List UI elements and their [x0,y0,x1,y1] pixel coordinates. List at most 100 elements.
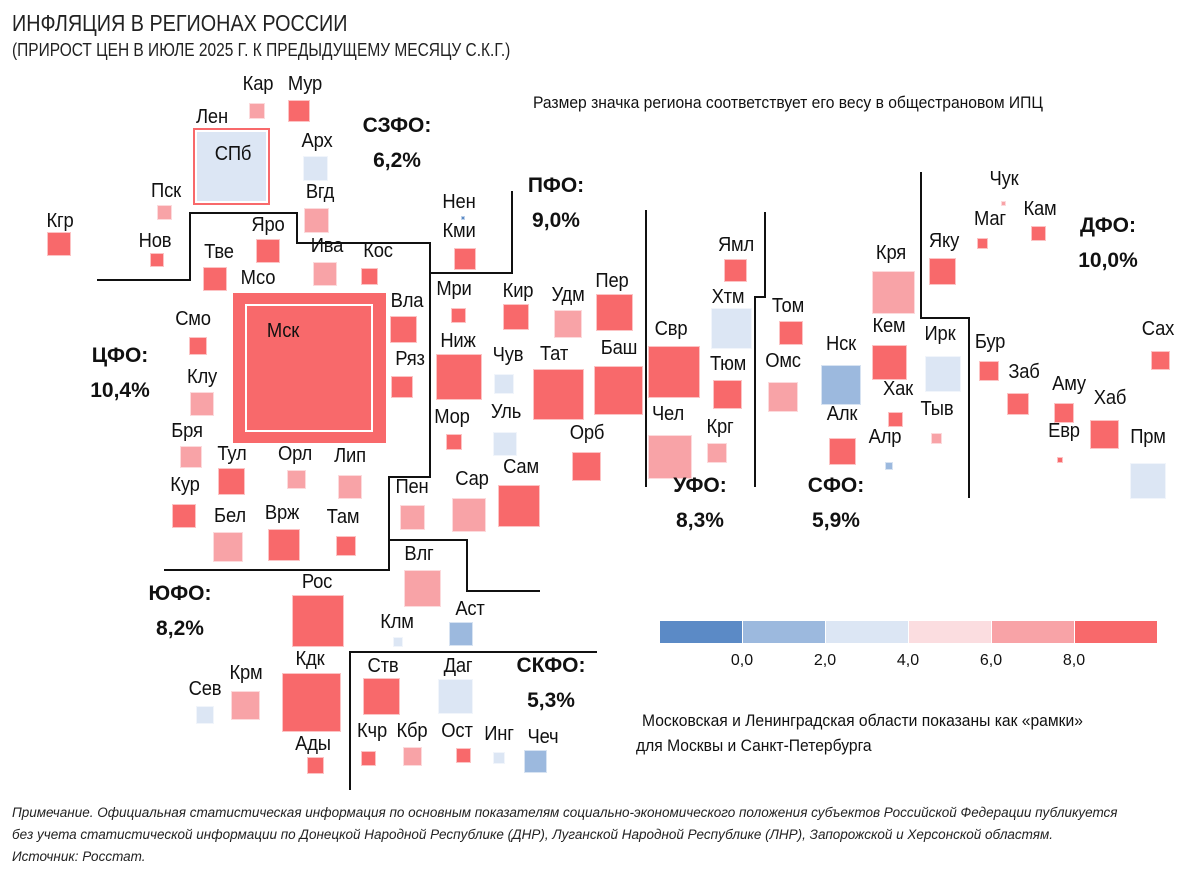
region-marker [403,747,422,766]
region-label: Нск [826,333,856,355]
legend-swatch [826,621,908,643]
region-label: Кам [1023,198,1057,220]
legend-swatch [909,621,991,643]
legend-tick: 0,0 [730,652,754,669]
region-marker [391,376,413,398]
region-marker [338,475,362,499]
region-marker [554,310,582,338]
legend-swatch [1075,621,1157,643]
region-label: Пер [595,270,629,292]
region-label: Тюм [709,353,747,375]
region-marker [711,308,752,349]
region-label: Мор [434,406,470,428]
region-marker [393,637,403,647]
region-marker [1090,420,1119,449]
region-label: Кос [363,240,393,262]
region-marker [180,446,202,468]
region-marker [1057,457,1063,463]
district-value: 10,0% [1078,249,1138,272]
district-name: СЗФО: [362,114,432,137]
region-label: Алр [868,426,902,448]
region-marker [47,232,71,256]
region-marker [361,268,378,285]
region-marker [821,365,861,405]
region-label: Арх [301,130,333,152]
legend-swatch [992,621,1074,643]
region-marker [596,294,633,331]
region-label: Тул [217,443,247,465]
district-name: ЦФО: [91,344,149,367]
region-marker [1130,463,1166,499]
region-marker [498,485,540,527]
region-marker [872,345,907,380]
district-value: 6,2% [373,149,421,172]
region-label: Яку [928,230,960,252]
region-label: Кдк [295,648,325,670]
district-value: 10,4% [90,379,150,402]
district-2: ЦФО: 10,4% [90,338,150,408]
district-1: ПФО: 9,0% [528,168,584,238]
region-marker [594,366,643,415]
region-marker [451,308,466,323]
region-label: Сам [503,456,539,478]
region-marker [1001,201,1006,206]
region-marker [249,103,265,119]
region-label: Кем [872,315,906,337]
legend-swatch [743,621,825,643]
region-marker [724,259,747,282]
region-marker [449,622,473,646]
district-value: 5,3% [527,689,575,712]
region-label: Кур [170,474,200,496]
region-marker [779,321,803,345]
region-label: Яро [251,214,285,236]
region-marker [872,271,915,314]
region-label: Сев [188,678,222,700]
region-label: Хаб [1093,387,1127,409]
region-label: Том [771,295,805,317]
region-label: Ниж [440,330,476,352]
legend-tick: 8,0 [1062,652,1086,669]
region-label: Чеч [527,726,559,748]
region-marker [189,337,207,355]
region-marker [503,304,529,330]
region-marker [456,748,471,763]
region-marker [256,239,280,263]
chart-subtitle: (ПРИРОСТ ЦЕН В ИЮЛЕ 2025 Г. К ПРЕДЫДУЩЕМ… [12,40,511,60]
region-label: Рос [301,571,333,593]
region-label: Нов [138,230,172,252]
region-marker [979,361,999,381]
region-marker [454,248,476,270]
region-label: Ямл [717,234,755,256]
region-marker [1031,226,1046,241]
region-label: Смо [175,308,211,330]
district-value: 9,0% [532,209,580,232]
chart-title: ИНФЛЯЦИЯ В РЕГИОНАХ РОССИИ [12,10,348,36]
boundary-sfo-dfo [920,172,970,498]
frame-inner-marker [245,304,373,432]
region-marker [452,498,486,532]
region-marker [282,673,341,732]
region-label: Там [326,506,360,528]
frame-label-inner: Мск [266,320,300,342]
region-label: Пск [151,180,181,202]
region-label: Тыв [920,398,954,420]
region-label: Чув [492,344,524,366]
region-label: Бря [171,420,203,442]
region-marker [390,316,417,343]
region-label: Ств [367,655,399,677]
region-label: Вгд [305,181,335,203]
region-label: Кир [502,280,534,302]
legend-tick: 2,0 [813,652,837,669]
region-label: Врж [264,502,300,524]
footnote: Примечание. Официальная статистическая и… [12,802,1118,868]
boundary-cfo-pfo [164,273,431,571]
region-marker [172,504,196,528]
boundary-yufo-skfo [349,651,597,790]
frame-inner-marker [197,132,266,201]
region-label: Маг [974,208,1006,230]
region-marker [363,678,400,715]
region-label: Заб [1008,361,1040,383]
boundary-ufo-sfo [754,212,766,487]
